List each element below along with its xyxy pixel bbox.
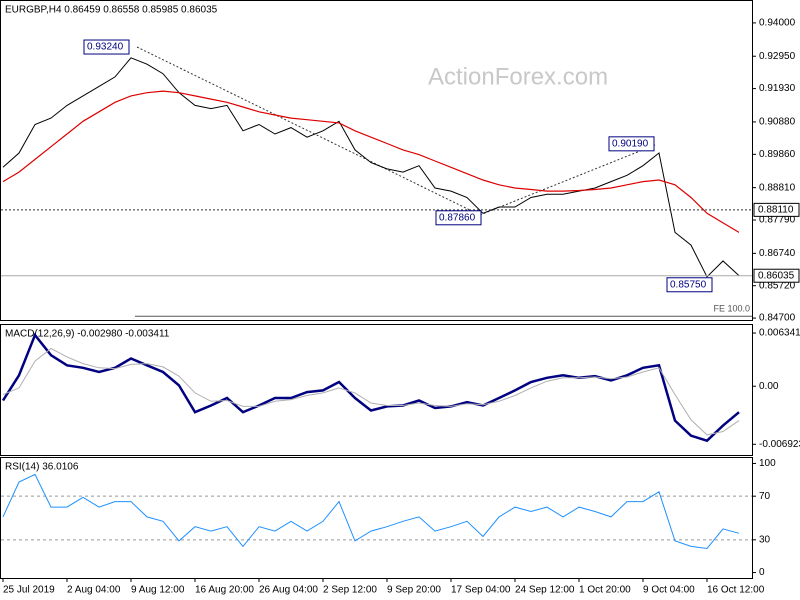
annotation-label: 0.87860	[439, 212, 476, 223]
y-tick-label: 0.94000	[759, 18, 796, 29]
y-tick-label: 0.92950	[759, 51, 796, 62]
price-level-box	[753, 202, 800, 217]
y-tick-label: 0.87790	[759, 215, 796, 226]
price-panel	[0, 0, 753, 321]
series-line	[2, 347, 740, 436]
annotation-label: 0.90190	[612, 138, 649, 149]
annotation-box	[435, 210, 482, 226]
y-tick-label: 30	[759, 534, 771, 545]
y-tick-label: 0	[759, 567, 765, 578]
annotation-box	[666, 277, 713, 293]
annotation-box	[83, 39, 130, 55]
annotation-label: 0.85750	[670, 279, 707, 290]
x-tick-label: 16 Aug 20:00	[195, 585, 254, 596]
annotation-box	[608, 136, 655, 152]
x-tick-label: 9 Sep 20:00	[387, 585, 441, 596]
x-tick-label: 25 Jul 2019	[3, 585, 55, 596]
price-level-label: 0.88110	[758, 204, 794, 215]
x-tick-label: 2 Aug 04:00	[67, 585, 121, 596]
y-tick-label: 70	[759, 491, 771, 502]
y-tick-label: -0.006923	[759, 439, 800, 450]
series-line	[2, 57, 740, 278]
panel-title: MACD(12,26,9) -0.002980 -0.003411	[5, 329, 170, 340]
panel-title: EURGBP,H4 0.86459 0.86558 0.85985 0.8603…	[5, 5, 218, 16]
trend-line	[479, 144, 656, 216]
x-tick-label: 16 Oct 12:00	[707, 585, 765, 596]
y-tick-label: 0.84700	[759, 313, 796, 324]
price-level-box	[753, 268, 800, 283]
x-tick-label: 2 Sep 12:00	[323, 585, 377, 596]
watermark: ActionForex.com	[428, 63, 608, 90]
series-line	[2, 90, 740, 233]
series-line	[1, 332, 740, 443]
annotation-label: 0.93240	[87, 42, 124, 53]
x-tick-label: 9 Aug 12:00	[131, 585, 185, 596]
panel-title: RSI(14) 36.0106	[5, 462, 79, 473]
y-tick-label: 0.006341	[759, 328, 800, 339]
y-tick-label: 0.90880	[759, 117, 796, 128]
series-line	[2, 473, 740, 550]
x-tick-label: 26 Aug 04:00	[259, 585, 318, 596]
macd-panel	[0, 324, 753, 456]
y-tick-label: 0.85720	[759, 280, 796, 291]
y-tick-label: 0.88810	[759, 182, 796, 193]
y-tick-label: 0.89860	[759, 149, 796, 160]
x-tick-label: 9 Oct 04:00	[643, 585, 695, 596]
x-tick-label: 17 Sep 04:00	[451, 585, 511, 596]
price-level-label: 0.86035	[758, 270, 795, 281]
y-tick-label: 100	[759, 458, 776, 469]
y-tick-label: 0.00	[759, 381, 779, 392]
y-tick-label: 0.91930	[759, 83, 796, 94]
x-tick-label: 24 Sep 12:00	[515, 585, 575, 596]
y-tick-label: 0.86740	[759, 248, 796, 259]
fibo-label: FE 100.0	[713, 304, 750, 314]
x-tick-label: 1 Oct 20:00	[579, 585, 631, 596]
rsi-panel	[0, 457, 753, 579]
